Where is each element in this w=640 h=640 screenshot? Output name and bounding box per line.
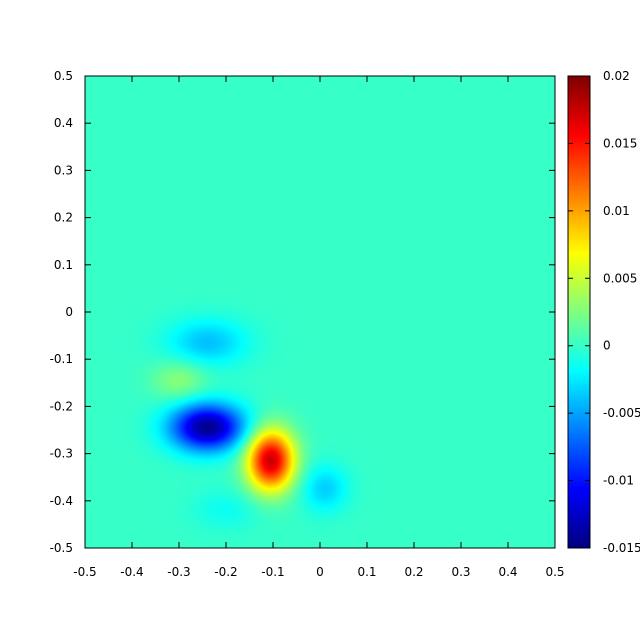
colorbar: -0.015 -0.01 -0.005 0 0.005 0.01 0.015 0.02 bbox=[567, 69, 640, 555]
y-tick-label: 0.4 bbox=[54, 116, 73, 130]
colorbar-tick-label: -0.005 bbox=[603, 406, 640, 420]
x-tick-label: -0.3 bbox=[167, 565, 190, 579]
x-tick-label: -0.2 bbox=[214, 565, 237, 579]
x-tick-label: 0.4 bbox=[498, 565, 517, 579]
y-tick-label: -0.2 bbox=[50, 399, 73, 413]
colorbar-tick-label: 0 bbox=[603, 339, 611, 353]
x-tick-label: 0 bbox=[316, 565, 324, 579]
plot-area bbox=[85, 76, 555, 548]
colorbar-tick-label: 0.015 bbox=[603, 136, 637, 150]
x-tick-label: -0.5 bbox=[73, 565, 96, 579]
y-tick-label: -0.3 bbox=[50, 447, 73, 461]
y-tick-label: 0.1 bbox=[54, 258, 73, 272]
colorbar-tick-label: -0.01 bbox=[603, 474, 634, 488]
axes: -0.5 -0.4 -0.3 -0.2 -0.1 0 0.1 0.2 0.3 0.4 0.5 -0.5… bbox=[50, 69, 565, 579]
y-tick-label: 0 bbox=[65, 305, 73, 319]
x-tick-label: -0.4 bbox=[120, 565, 143, 579]
colorbar-gradient bbox=[568, 76, 590, 548]
y-tick-label: 0.2 bbox=[54, 211, 73, 225]
y-tick-label: 0.3 bbox=[54, 163, 73, 177]
x-tick-label: 0.2 bbox=[404, 565, 423, 579]
y-tick-label: -0.1 bbox=[50, 352, 73, 366]
colorbar-tick-label: 0.01 bbox=[603, 204, 630, 218]
x-tick-label: 0.1 bbox=[357, 565, 376, 579]
y-tick-label: -0.4 bbox=[50, 494, 73, 508]
colorbar-tick-label: -0.015 bbox=[603, 541, 640, 555]
heatmap-image bbox=[85, 76, 555, 548]
colorbar-frame bbox=[567, 75, 591, 549]
x-tick-label: 0.5 bbox=[545, 565, 564, 579]
y-tick-label: 0.5 bbox=[54, 69, 73, 83]
y-tick-label: -0.5 bbox=[50, 541, 73, 555]
x-tick-label: -0.1 bbox=[261, 565, 284, 579]
x-tick-label: 0.3 bbox=[451, 565, 470, 579]
colorbar-tick-label: 0.02 bbox=[603, 69, 630, 83]
colorbar-tick-label: 0.005 bbox=[603, 271, 637, 285]
